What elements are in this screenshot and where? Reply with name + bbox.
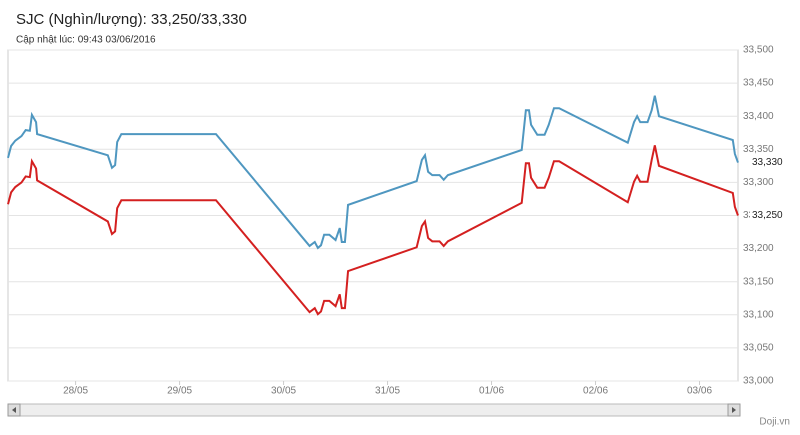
y-tick-label: 33,050 xyxy=(743,343,774,354)
chart-title: SJC (Nghìn/lượng): 33,250/33,330 xyxy=(16,11,247,28)
y-tick-label: 33,000 xyxy=(743,376,774,387)
scrollbar-track[interactable] xyxy=(7,403,741,417)
arrow-right xyxy=(732,407,736,413)
y-tick-label: 33,150 xyxy=(743,276,774,287)
x-tick-label: 01/06 xyxy=(479,386,504,397)
x-tick-label: 02/06 xyxy=(583,386,608,397)
x-tick-label: 29/05 xyxy=(167,386,192,397)
value-label-bg xyxy=(750,208,788,223)
x-tick-label: 31/05 xyxy=(375,386,400,397)
y-tick-label: 33,500 xyxy=(743,45,774,56)
y-tick-label: 33,100 xyxy=(743,309,774,320)
x-tick-label: 28/05 xyxy=(63,386,88,397)
line xyxy=(7,145,739,316)
y-tick-label: 33,300 xyxy=(743,177,774,188)
value-label: 33,250 xyxy=(752,210,783,221)
y-tick-label: 33,450 xyxy=(743,78,774,89)
source: Doji.vn xyxy=(759,417,790,428)
line xyxy=(7,95,739,250)
y-tick-label: 33,400 xyxy=(743,111,774,122)
value-label: 33,330 xyxy=(752,157,783,168)
y-tick-label: 33,350 xyxy=(743,144,774,155)
x-tick-label: 30/05 xyxy=(271,386,296,397)
arrow-left xyxy=(12,407,16,413)
scrollbar[interactable] xyxy=(7,403,741,417)
y-tick-label: 33,200 xyxy=(743,243,774,254)
chart-subtitle: Cập nhật lúc: 09:43 03/06/2016 xyxy=(16,35,156,46)
x-tick-label: 03/06 xyxy=(687,386,712,397)
value-label-bg xyxy=(750,155,788,170)
